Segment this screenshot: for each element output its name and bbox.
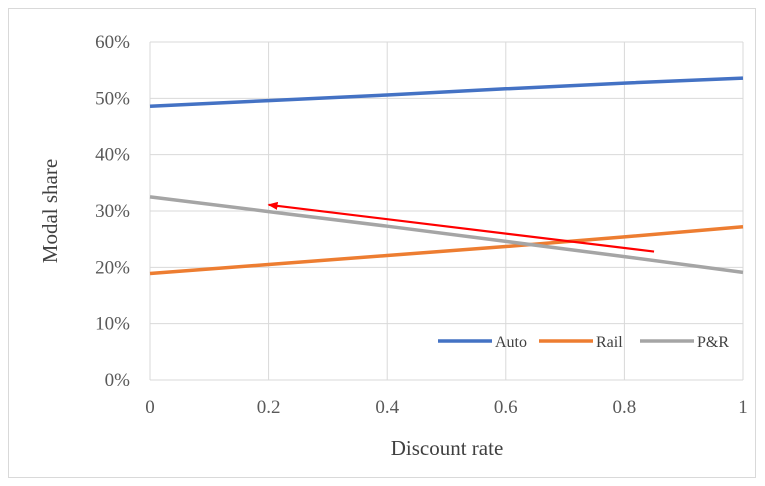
tick-labels: 0% 10% 20% 30% 40% 50% 60% 0 0.2 0.4 0.6 0.8 1 (95, 32, 748, 418)
annotations (267, 201, 655, 253)
y-axis-title: Modal share (38, 159, 62, 263)
legend: Auto Rail P&R (438, 334, 729, 351)
y-tick-label: 40% (95, 145, 130, 166)
x-tick-label: 0.8 (613, 397, 637, 418)
y-tick-label: 60% (95, 32, 130, 53)
y-tick-label: 20% (95, 257, 130, 278)
legend-label-p-r: P&R (697, 334, 729, 351)
x-axis-title: Discount rate (391, 436, 504, 460)
x-tick-label: 0.4 (375, 397, 399, 418)
x-tick-label: 0.2 (257, 397, 281, 418)
legend-label-rail: Rail (596, 334, 623, 351)
series-line-auto (149, 76, 744, 108)
legend-label-auto: Auto (495, 334, 527, 351)
y-tick-label: 10% (95, 314, 130, 335)
x-tick-label: 1 (738, 397, 748, 418)
y-tick-label: 0% (105, 370, 131, 391)
x-tick-label: 0 (145, 397, 155, 418)
series-line-rail (149, 225, 744, 276)
y-tick-label: 50% (95, 88, 130, 109)
series-line-p-r (149, 195, 744, 275)
annotation-arrow (267, 201, 655, 253)
x-tick-label: 0.6 (494, 397, 518, 418)
y-tick-label: 30% (95, 201, 130, 222)
series-lines (149, 76, 744, 276)
chart-area (8, 8, 756, 478)
